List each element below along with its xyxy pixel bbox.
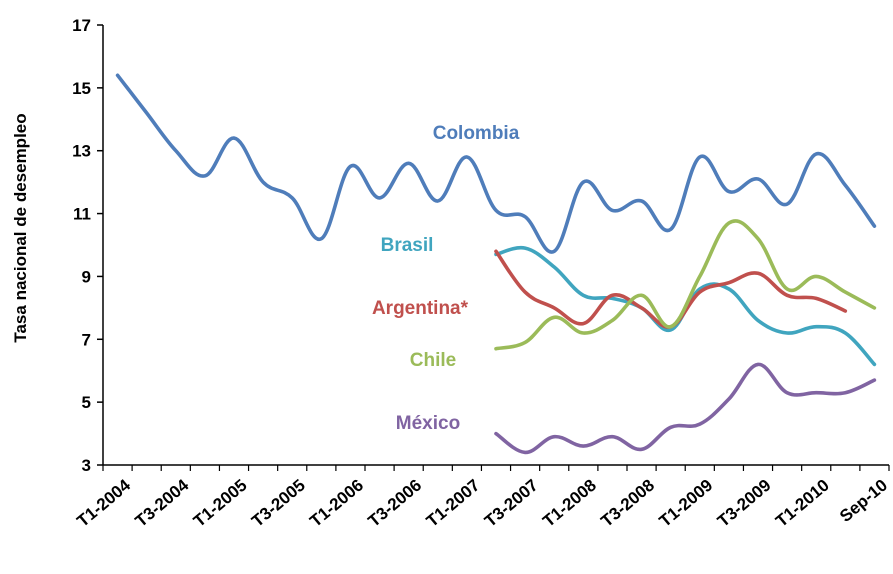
x-tick-label: T1-2004 xyxy=(73,475,134,531)
y-axis-label: Tasa nacional de desempleo xyxy=(11,113,30,342)
y-tick-label: 17 xyxy=(72,16,91,35)
y-tick-label: 7 xyxy=(82,330,91,349)
series-label-m-xico: México xyxy=(396,413,460,434)
series-line-m-xico xyxy=(494,362,877,455)
series-label-brasil: Brasil xyxy=(381,235,434,256)
x-tick-label: T3-2009 xyxy=(714,476,775,531)
y-tick-label: 5 xyxy=(82,393,91,412)
x-tick-label: T1-2010 xyxy=(772,476,833,531)
series-label-argentina: Argentina* xyxy=(372,298,469,319)
y-tick-label: 15 xyxy=(72,79,91,98)
x-tick-label: T1-2006 xyxy=(306,476,367,531)
axes: 3 5 7 9 11 13 15 17 T1-2004T3-2004T1-2005T3-2005… xyxy=(72,16,891,531)
x-tick-label: T3-2006 xyxy=(365,476,426,531)
series-line-colombia xyxy=(115,73,877,254)
y-tick-label: 9 xyxy=(82,267,91,286)
x-tick-label: T3-2008 xyxy=(597,476,658,531)
x-tick-label: T3-2004 xyxy=(132,475,193,531)
series-lines xyxy=(115,73,877,455)
series-label-colombia: Colombia xyxy=(433,123,520,144)
x-tick-label: T3-2005 xyxy=(248,476,309,531)
series-labels: Colombia Brasil Argentina* Chile México xyxy=(372,123,520,434)
x-tick-label: T1-2007 xyxy=(423,476,484,531)
x-tick-label: T1-2005 xyxy=(190,476,251,531)
x-tick-label: T1-2008 xyxy=(539,476,600,531)
y-tick-label: 11 xyxy=(73,205,91,224)
x-tick-label: T3-2007 xyxy=(481,476,542,531)
series-label-chile: Chile xyxy=(410,350,456,371)
series-line-chile xyxy=(494,219,877,351)
x-tick-label: Sep-10 xyxy=(836,476,891,526)
x-tick-label: T1-2009 xyxy=(656,476,717,531)
y-tick-label: 13 xyxy=(72,142,91,161)
y-tick-label: 3 xyxy=(82,456,91,475)
